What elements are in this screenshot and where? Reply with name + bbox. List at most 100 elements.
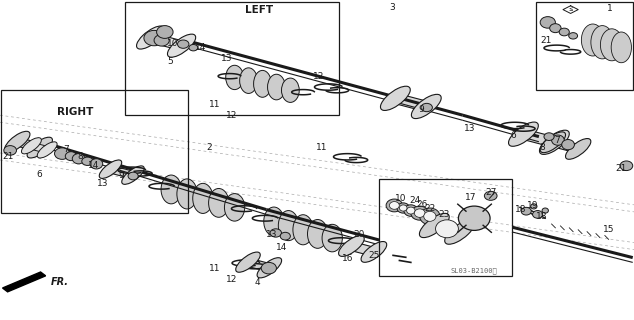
Text: 2: 2 [207,143,212,152]
Ellipse shape [257,258,281,278]
Ellipse shape [224,194,245,221]
Text: 27: 27 [486,188,497,197]
Ellipse shape [559,28,569,36]
Ellipse shape [581,24,604,56]
Ellipse shape [55,148,70,159]
Ellipse shape [240,68,257,93]
Ellipse shape [226,65,243,90]
Ellipse shape [268,74,285,100]
Ellipse shape [177,179,197,209]
Text: 13: 13 [221,54,233,63]
Ellipse shape [136,26,165,49]
Ellipse shape [620,161,633,171]
Text: 21: 21 [541,36,552,45]
Ellipse shape [566,139,591,159]
Ellipse shape [280,232,290,240]
Ellipse shape [37,142,57,158]
Text: 16: 16 [342,254,353,263]
Ellipse shape [415,209,425,217]
Ellipse shape [178,40,189,48]
Ellipse shape [261,262,276,274]
Polygon shape [347,242,378,256]
Ellipse shape [544,133,554,140]
Polygon shape [549,139,582,152]
Text: 12: 12 [226,275,237,284]
Ellipse shape [281,78,299,102]
Ellipse shape [552,135,564,145]
Polygon shape [29,143,50,153]
Text: 10: 10 [395,194,406,203]
Text: 11: 11 [209,264,220,273]
Text: 25: 25 [368,251,380,260]
Text: 14: 14 [276,243,287,252]
Ellipse shape [65,152,77,161]
Polygon shape [519,130,559,147]
Polygon shape [245,259,273,271]
Polygon shape [13,138,44,151]
Ellipse shape [397,203,410,213]
Ellipse shape [386,199,403,212]
Ellipse shape [4,146,16,155]
Text: 6: 6 [36,170,42,179]
Ellipse shape [531,204,537,209]
Ellipse shape [154,35,169,46]
Text: 15: 15 [603,225,614,234]
Text: 18: 18 [515,205,527,214]
Text: 20: 20 [353,230,365,239]
Text: 12: 12 [226,111,237,120]
Ellipse shape [533,211,543,218]
Ellipse shape [521,207,531,215]
Ellipse shape [278,211,299,241]
Text: 6: 6 [510,131,517,140]
Ellipse shape [540,130,569,155]
Text: 13: 13 [266,230,277,239]
Text: LEFT: LEFT [245,5,273,15]
Ellipse shape [307,220,328,248]
Text: RIGHT: RIGHT [56,107,93,117]
Ellipse shape [4,131,30,152]
Text: 14: 14 [195,43,206,52]
Ellipse shape [90,159,103,169]
Ellipse shape [167,34,196,57]
Text: 9: 9 [418,105,425,114]
Ellipse shape [322,224,342,252]
Ellipse shape [144,30,164,46]
Ellipse shape [293,215,313,245]
Ellipse shape [389,202,399,209]
Text: 17: 17 [465,193,476,202]
Ellipse shape [236,252,260,272]
Ellipse shape [562,140,574,150]
Ellipse shape [424,211,436,221]
Text: 13: 13 [97,179,108,188]
Text: SL03-B2100Ⅱ: SL03-B2100Ⅱ [451,267,498,274]
Ellipse shape [209,188,229,217]
Ellipse shape [22,138,41,154]
Ellipse shape [591,26,614,59]
Ellipse shape [542,208,548,213]
Text: 21: 21 [2,152,13,161]
Text: 7: 7 [63,145,69,154]
Ellipse shape [122,166,144,184]
Text: 5: 5 [167,57,173,66]
Ellipse shape [399,205,407,211]
Text: 24: 24 [410,196,421,205]
Ellipse shape [157,26,173,38]
Ellipse shape [484,191,497,200]
Text: 3: 3 [389,4,395,12]
Polygon shape [430,221,464,236]
Ellipse shape [270,229,281,237]
Text: 18: 18 [536,212,548,221]
Text: 1: 1 [607,4,613,13]
Polygon shape [107,166,136,178]
Text: 8: 8 [540,143,546,152]
Ellipse shape [264,207,284,236]
Ellipse shape [540,132,566,153]
Polygon shape [391,94,430,111]
Ellipse shape [193,183,213,213]
Text: 9: 9 [119,172,125,180]
Ellipse shape [436,220,458,238]
Text: 23: 23 [438,210,450,219]
Text: 26: 26 [416,200,427,209]
Text: 11: 11 [316,143,328,152]
Ellipse shape [569,33,578,39]
